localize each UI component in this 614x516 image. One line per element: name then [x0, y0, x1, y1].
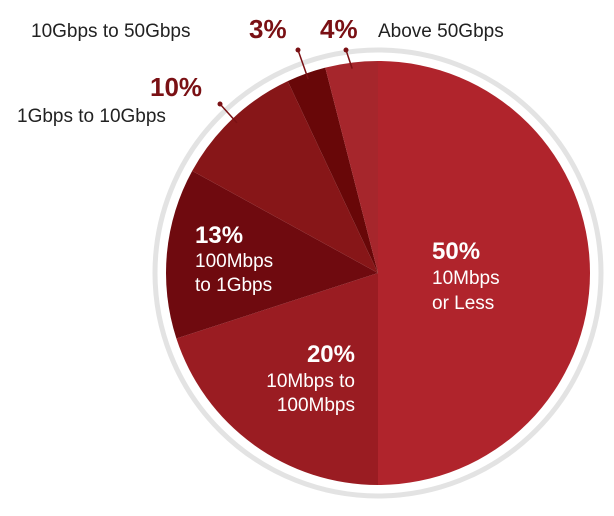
pie-slice-1 — [176, 273, 378, 485]
leader-line-5 — [345, 49, 353, 69]
slice-percent-label-2: 13% — [195, 222, 243, 249]
slice-percent-label-4: 3% — [249, 14, 287, 44]
pie-slice-4 — [287, 67, 378, 273]
slice-percent-label-0: 50% — [432, 238, 480, 265]
slice-category-label-3: 1Gbps to 10Gbps — [17, 106, 166, 127]
slice-percent-label-1: 20% — [307, 341, 355, 368]
slice-category-label-0-line-2: or Less — [432, 293, 494, 314]
slice-label-group-1: 20% 10Mbps to 100Mbps — [266, 341, 355, 416]
pie-slices — [166, 61, 590, 485]
slice-percent-label-5: 4% — [320, 14, 358, 44]
slice-label-group-3: 10% 1Gbps to 10Gbps — [17, 72, 202, 127]
slice-label-group-0: 50% 10Mbps or Less — [432, 238, 500, 314]
slice-category-label-0-line-1: 10Mbps — [432, 268, 500, 289]
slice-category-label-2-line-1: 100Mbps — [195, 251, 273, 272]
slice-percent-label-3: 10% — [150, 72, 202, 102]
slice-label-group-5: 4% Above 50Gbps — [320, 14, 504, 44]
leader-dot-5 — [343, 47, 349, 53]
slice-category-label-1-line-2: 100Mbps — [277, 395, 355, 416]
pie-slice-5 — [325, 61, 378, 273]
pie-slice-0 — [378, 61, 590, 485]
slice-label-group-4: 10Gbps to 50Gbps 3% — [31, 14, 287, 44]
slice-category-label-5: Above 50Gbps — [378, 21, 504, 42]
slice-category-label-2-line-2: to 1Gbps — [195, 275, 272, 296]
slice-category-label-4: 10Gbps to 50Gbps — [31, 21, 191, 42]
leader-line-4 — [297, 49, 309, 80]
leader-dot-3 — [217, 101, 223, 107]
pie-slice-3 — [192, 81, 378, 274]
leader-lines — [217, 47, 353, 124]
leader-dot-4 — [295, 47, 301, 53]
pie-outer-ring — [152, 47, 604, 499]
leader-line-3 — [219, 103, 238, 124]
slice-category-label-1-line-1: 10Mbps to — [266, 371, 355, 392]
slice-label-group-2: 13% 100Mbps to 1Gbps — [195, 222, 273, 296]
pie-slice-2 — [166, 170, 378, 339]
